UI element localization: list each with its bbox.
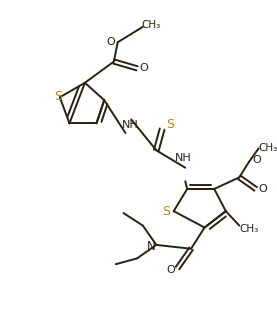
Text: O: O	[258, 184, 267, 194]
Text: O: O	[107, 37, 115, 47]
Text: N: N	[147, 240, 156, 253]
Text: NH: NH	[122, 120, 138, 130]
Text: CH₃: CH₃	[239, 225, 259, 234]
Text: S: S	[166, 118, 174, 131]
Text: O: O	[139, 63, 148, 73]
Text: S: S	[162, 204, 170, 218]
Text: O: O	[252, 155, 261, 165]
Text: CH₃: CH₃	[141, 20, 160, 30]
Text: NH: NH	[175, 153, 192, 163]
Text: S: S	[54, 90, 62, 103]
Text: O: O	[166, 265, 175, 275]
Text: CH₃: CH₃	[259, 144, 277, 153]
